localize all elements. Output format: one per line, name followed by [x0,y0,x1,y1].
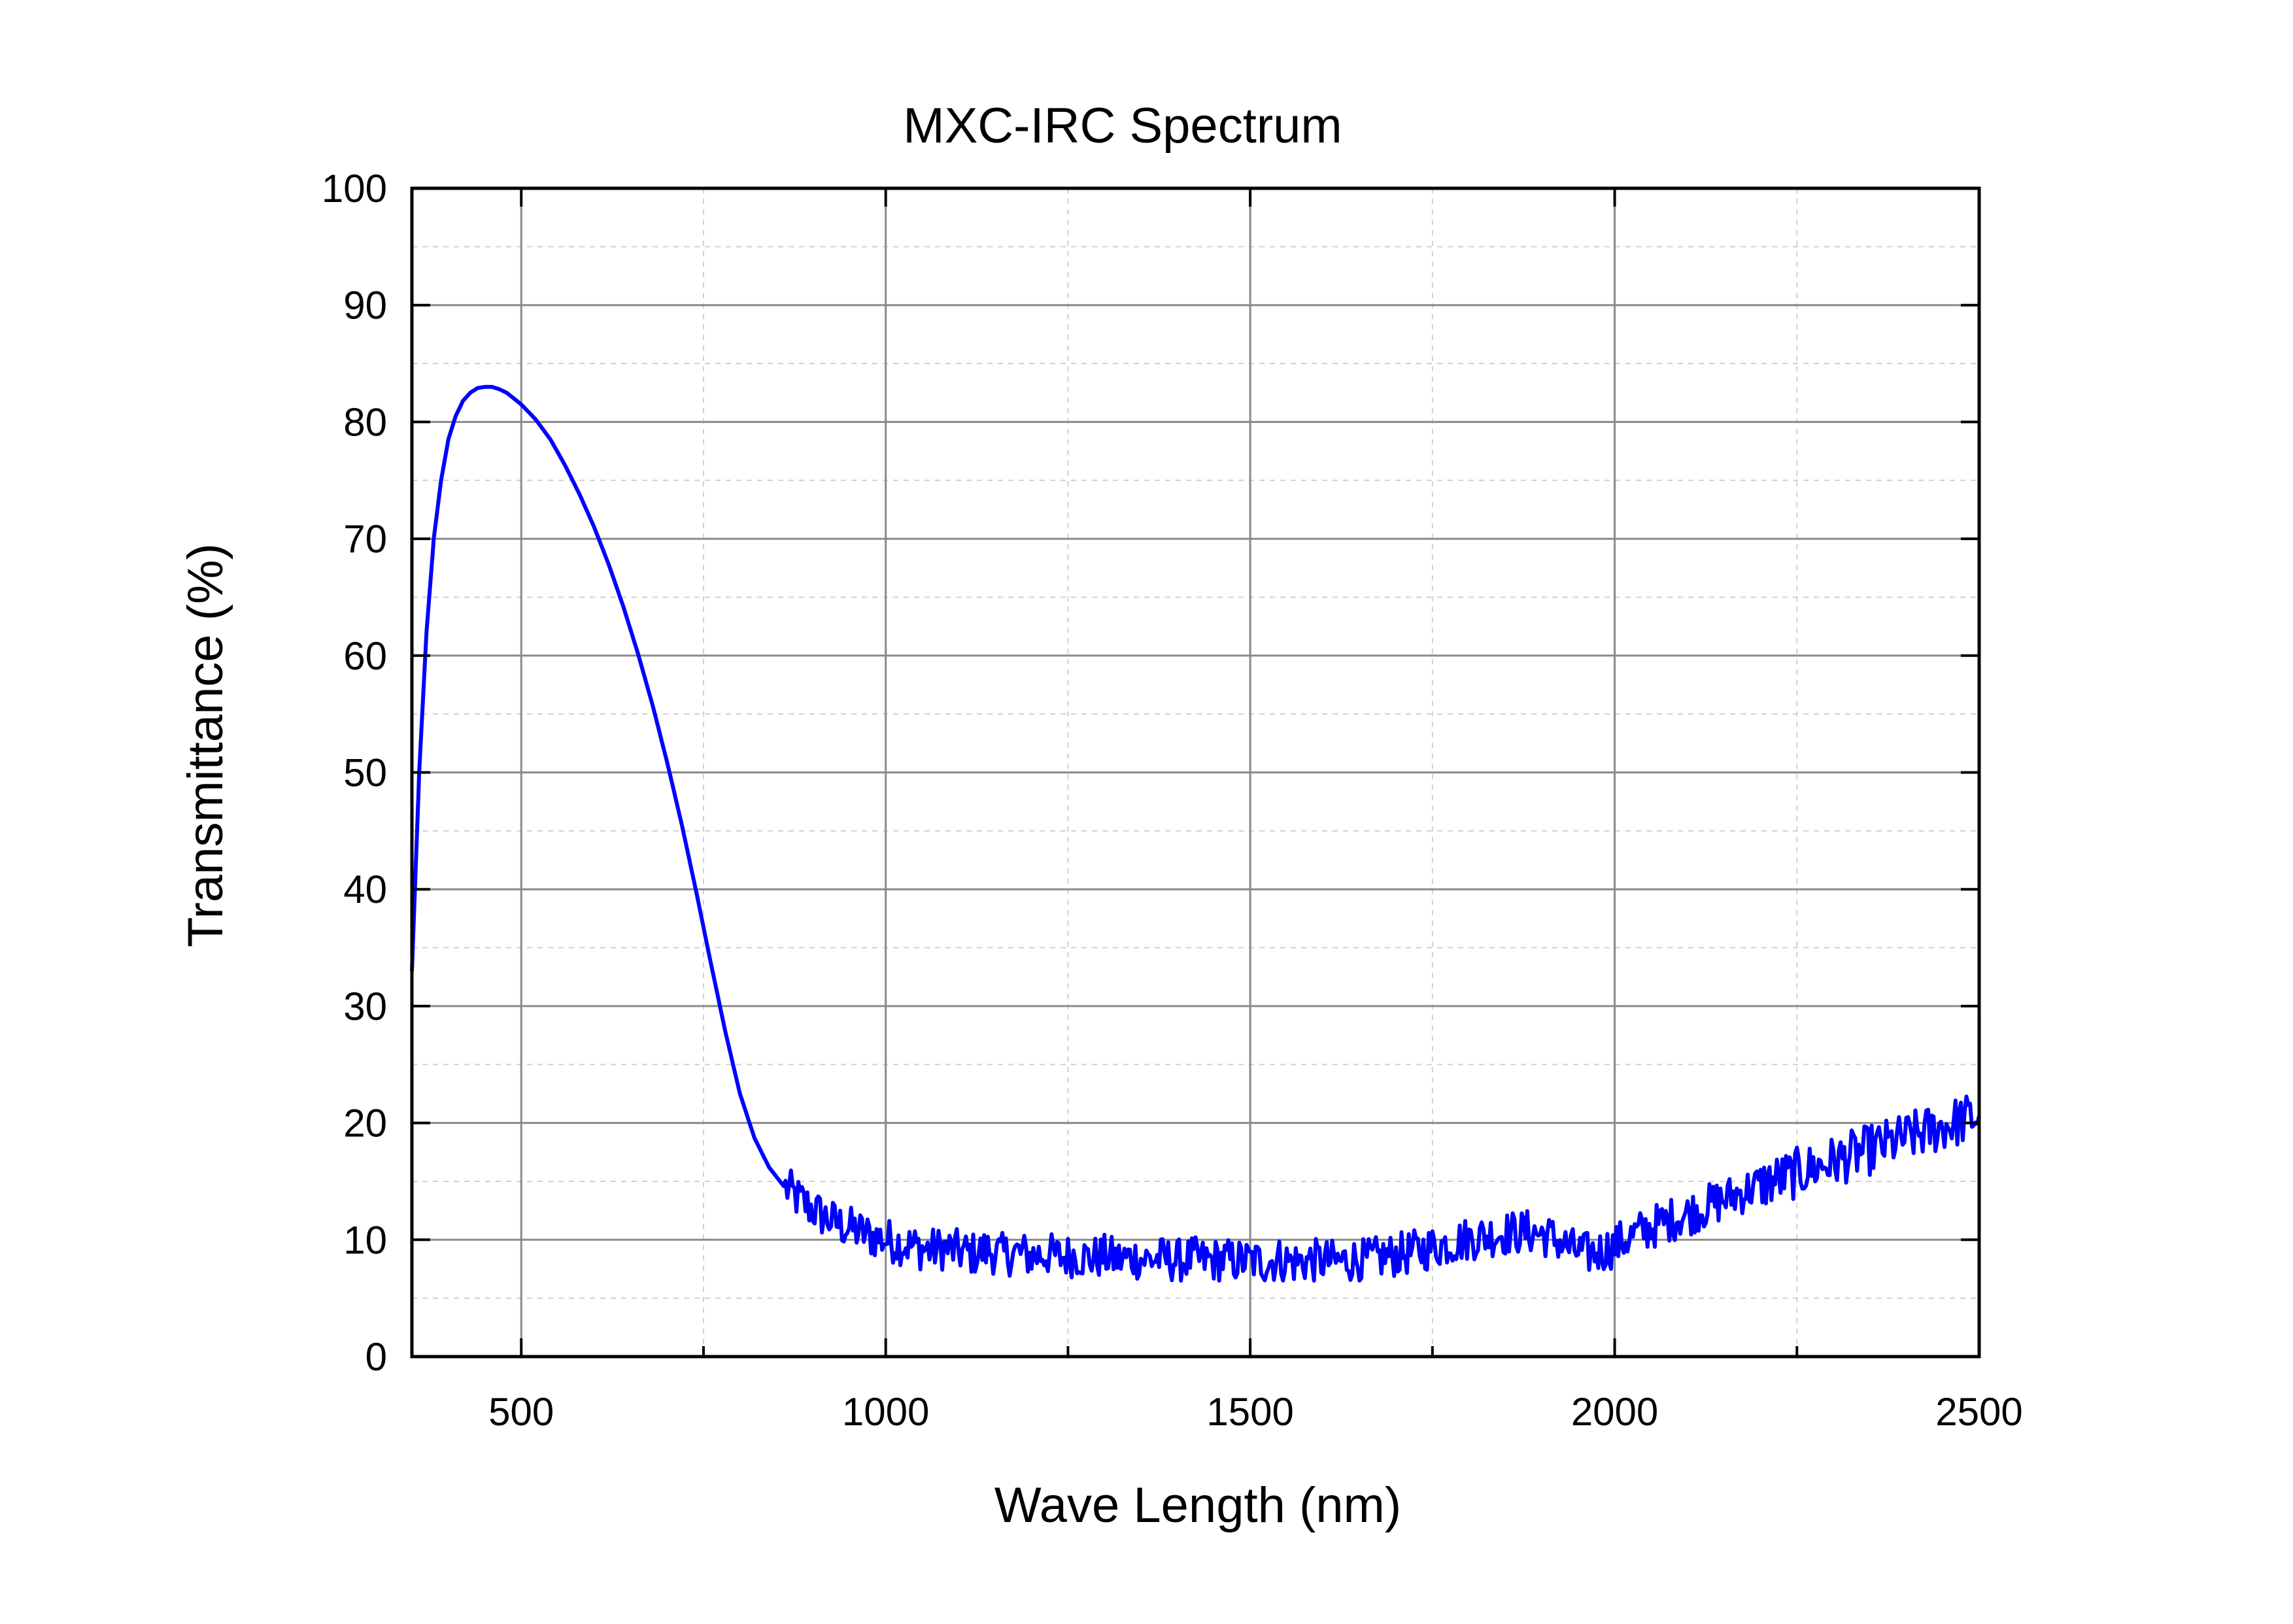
x-tick-label: 2000 [1571,1390,1658,1434]
y-tick-label: 90 [343,284,387,328]
y-tick-label: 50 [343,751,387,795]
x-tick-label: 2500 [1935,1390,2022,1434]
y-axis-label: Transmittance (%) [178,543,233,947]
x-tick-label: 500 [488,1390,554,1434]
data-series-line [410,384,1981,1283]
x-tick-label: 1000 [842,1390,929,1434]
axes-layer: 500 1000 1500 2000 2500 0 10 20 30 40 50 60 70 80 90 10… [322,167,2023,1434]
chart-title: MXC-IRC Spectrum [903,98,1342,154]
line-layer [410,384,1981,1283]
grid-layer [412,188,1979,1357]
label-layer: MXC-IRC Spectrum Wave Length (nm) Transm… [178,98,1401,1533]
y-tick-label: 10 [343,1218,387,1262]
x-tick-label: 1500 [1206,1390,1293,1434]
y-tick-label: 20 [343,1102,387,1145]
y-tick-label: 30 [343,985,387,1028]
y-tick-label: 40 [343,868,387,911]
y-tick-label: 100 [322,167,387,211]
y-tick-label: 80 [343,400,387,444]
x-axis-label: Wave Length (nm) [994,1478,1401,1533]
y-tick-label: 60 [343,634,387,678]
y-tick-label: 0 [365,1335,387,1379]
y-tick-label: 70 [343,517,387,561]
